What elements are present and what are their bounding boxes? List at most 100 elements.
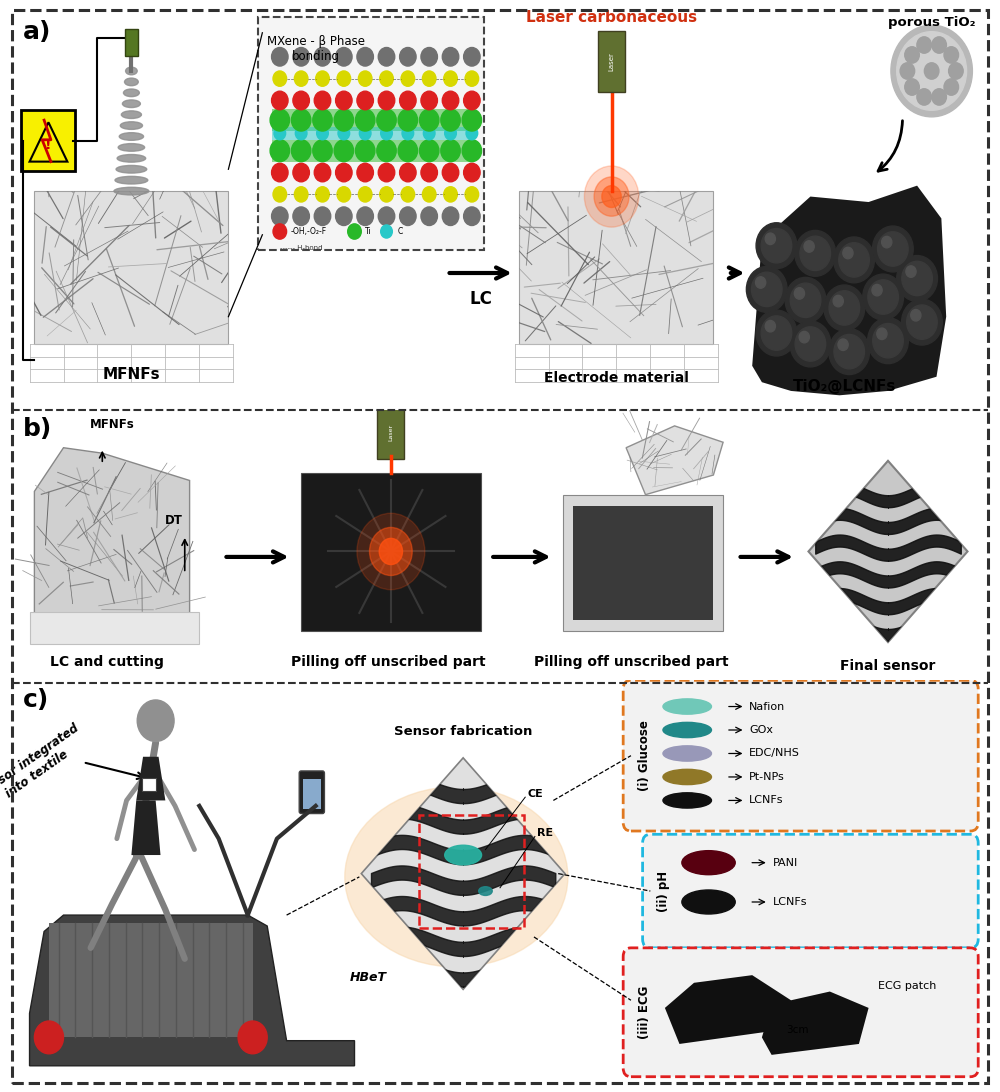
Circle shape [357, 206, 373, 226]
Circle shape [872, 226, 913, 272]
Circle shape [355, 109, 375, 131]
Circle shape [293, 48, 309, 66]
Circle shape [314, 92, 331, 110]
Circle shape [462, 140, 482, 162]
Circle shape [444, 187, 457, 202]
Circle shape [370, 527, 412, 575]
Circle shape [400, 163, 416, 182]
Circle shape [337, 187, 351, 202]
Text: Laser: Laser [609, 51, 615, 71]
Circle shape [336, 92, 352, 110]
Circle shape [270, 140, 290, 162]
Circle shape [400, 92, 416, 110]
Circle shape [751, 272, 782, 307]
Ellipse shape [345, 786, 568, 968]
Circle shape [838, 339, 848, 351]
FancyBboxPatch shape [573, 506, 713, 620]
Circle shape [359, 127, 371, 140]
Circle shape [900, 62, 915, 80]
Text: LC and cutting: LC and cutting [50, 655, 164, 669]
Circle shape [273, 187, 287, 202]
Text: !: ! [45, 138, 52, 152]
Circle shape [877, 328, 887, 340]
Text: Sensor fabrication: Sensor fabrication [394, 725, 532, 738]
Circle shape [873, 323, 903, 358]
Circle shape [833, 295, 843, 307]
FancyBboxPatch shape [258, 17, 484, 250]
Circle shape [902, 261, 932, 296]
Text: Ti: Ti [365, 227, 372, 236]
Ellipse shape [121, 111, 141, 119]
Text: Sensor integrated
into textile: Sensor integrated into textile [0, 722, 90, 814]
Circle shape [834, 334, 864, 369]
Circle shape [834, 237, 874, 283]
Circle shape [465, 187, 479, 202]
Circle shape [338, 127, 350, 140]
Circle shape [273, 224, 287, 239]
Text: porous TiO₂: porous TiO₂ [888, 16, 975, 29]
Circle shape [401, 187, 415, 202]
Circle shape [381, 225, 392, 238]
FancyBboxPatch shape [272, 109, 471, 131]
Text: MFNFs: MFNFs [103, 367, 160, 382]
Circle shape [423, 127, 435, 140]
FancyBboxPatch shape [142, 778, 156, 791]
FancyBboxPatch shape [643, 834, 978, 948]
Circle shape [421, 48, 437, 66]
Circle shape [829, 329, 870, 375]
Circle shape [905, 47, 919, 63]
Text: PANI: PANI [773, 857, 798, 868]
Circle shape [355, 140, 375, 162]
Text: Pilling off unscribed part: Pilling off unscribed part [291, 655, 486, 669]
Circle shape [137, 700, 174, 741]
Circle shape [336, 206, 352, 226]
Text: Pilling off unscribed part: Pilling off unscribed part [534, 655, 728, 669]
Circle shape [868, 280, 898, 314]
FancyBboxPatch shape [125, 29, 138, 56]
Circle shape [872, 284, 882, 296]
Polygon shape [665, 975, 791, 1044]
Text: EDC/NHS: EDC/NHS [749, 748, 800, 759]
Circle shape [421, 163, 437, 182]
Circle shape [295, 127, 307, 140]
Circle shape [843, 247, 853, 259]
Circle shape [464, 163, 480, 182]
Circle shape [765, 320, 775, 332]
Text: C: C [397, 227, 402, 236]
Text: MFNFs: MFNFs [90, 418, 134, 431]
FancyBboxPatch shape [563, 495, 723, 631]
Text: 3cm: 3cm [786, 1024, 809, 1035]
Polygon shape [136, 757, 165, 800]
Circle shape [378, 206, 395, 226]
Ellipse shape [663, 746, 711, 761]
Circle shape [274, 127, 286, 140]
Circle shape [272, 206, 288, 226]
Polygon shape [762, 992, 869, 1055]
Ellipse shape [663, 699, 711, 714]
Circle shape [905, 79, 919, 95]
Polygon shape [30, 122, 67, 162]
Circle shape [442, 206, 459, 226]
Ellipse shape [663, 769, 711, 784]
Circle shape [924, 62, 939, 80]
FancyBboxPatch shape [34, 191, 228, 344]
Circle shape [839, 242, 869, 277]
FancyBboxPatch shape [377, 405, 404, 459]
Circle shape [294, 71, 308, 86]
Text: HBeT: HBeT [350, 971, 387, 984]
Circle shape [464, 206, 480, 226]
Text: ------ H-bond: ------ H-bond [280, 245, 322, 251]
Circle shape [34, 1021, 64, 1054]
Circle shape [868, 318, 908, 364]
Circle shape [293, 92, 309, 110]
Text: ECG patch: ECG patch [878, 981, 937, 992]
Circle shape [878, 232, 908, 266]
Text: RE: RE [537, 829, 553, 839]
Circle shape [313, 109, 332, 131]
Circle shape [584, 166, 639, 227]
Circle shape [337, 71, 351, 86]
Text: GOx: GOx [749, 725, 773, 735]
Circle shape [794, 287, 805, 299]
Circle shape [273, 71, 287, 86]
Circle shape [314, 163, 331, 182]
